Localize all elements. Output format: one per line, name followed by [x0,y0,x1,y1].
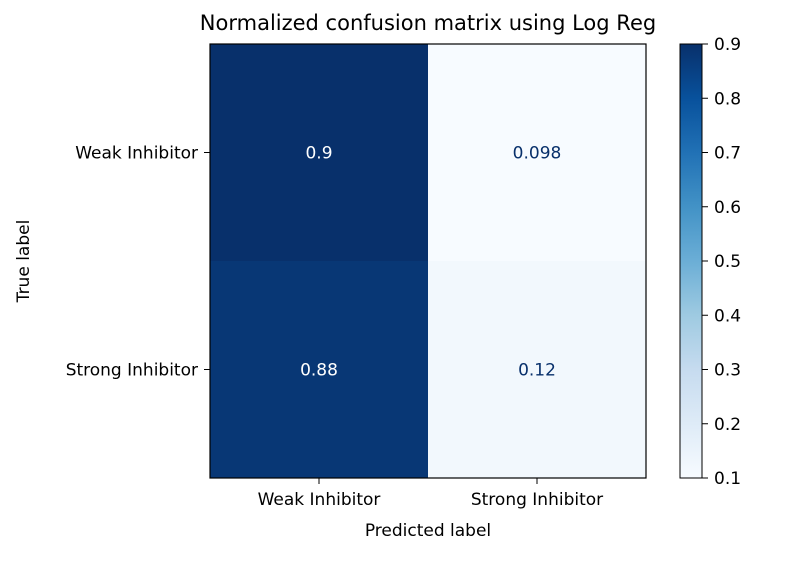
x-axis-ticks: Weak Inhibitor Strong Inhibitor [258,478,603,510]
colorbar-tick-label: 0.6 [714,198,741,218]
y-axis-label: True label [14,220,34,304]
colorbar-tick-label: 0.9 [714,35,741,55]
plot-frame [209,43,647,479]
x-tick-label: Strong Inhibitor [471,490,603,510]
heatmap-cells [210,44,646,478]
heatmap-cell [210,261,428,478]
heatmap-cell-label: 0.12 [518,361,556,381]
colorbar [679,43,703,479]
colorbar-tick-label: 0.5 [714,252,741,272]
y-tick-label: Strong Inhibitor [66,361,198,381]
heatmap-cell-label: 0.9 [305,144,332,164]
colorbar-tick-label: 0.4 [714,306,741,326]
colorbar-tick-label: 0.1 [714,469,741,489]
heatmap-cell-label: 0.88 [300,361,338,381]
colorbar-tick-label: 0.2 [714,415,741,435]
chart-title: Normalized confusion matrix using Log Re… [200,11,656,35]
colorbar-tick-label: 0.8 [714,89,741,109]
x-tick-label: Weak Inhibitor [258,490,381,510]
colorbar-tick-label: 0.3 [714,361,741,381]
heatmap-cell [428,44,646,261]
colorbar-ticks: 0.1 0.2 0.3 0.4 0.5 0.6 0.7 0.8 0.9 [702,35,741,489]
y-tick-label: Weak Inhibitor [75,144,198,164]
x-axis-label: Predicted label [365,521,491,541]
colorbar-tick-label: 0.7 [714,144,741,164]
y-axis-ticks: Weak Inhibitor Strong Inhibitor [66,144,210,381]
heatmap-cell [428,261,646,478]
heatmap-cell [210,44,428,261]
heatmap-cell-label: 0.098 [513,144,562,164]
heatmap-cell-labels: 0.9 0.098 0.88 0.12 [300,144,561,381]
